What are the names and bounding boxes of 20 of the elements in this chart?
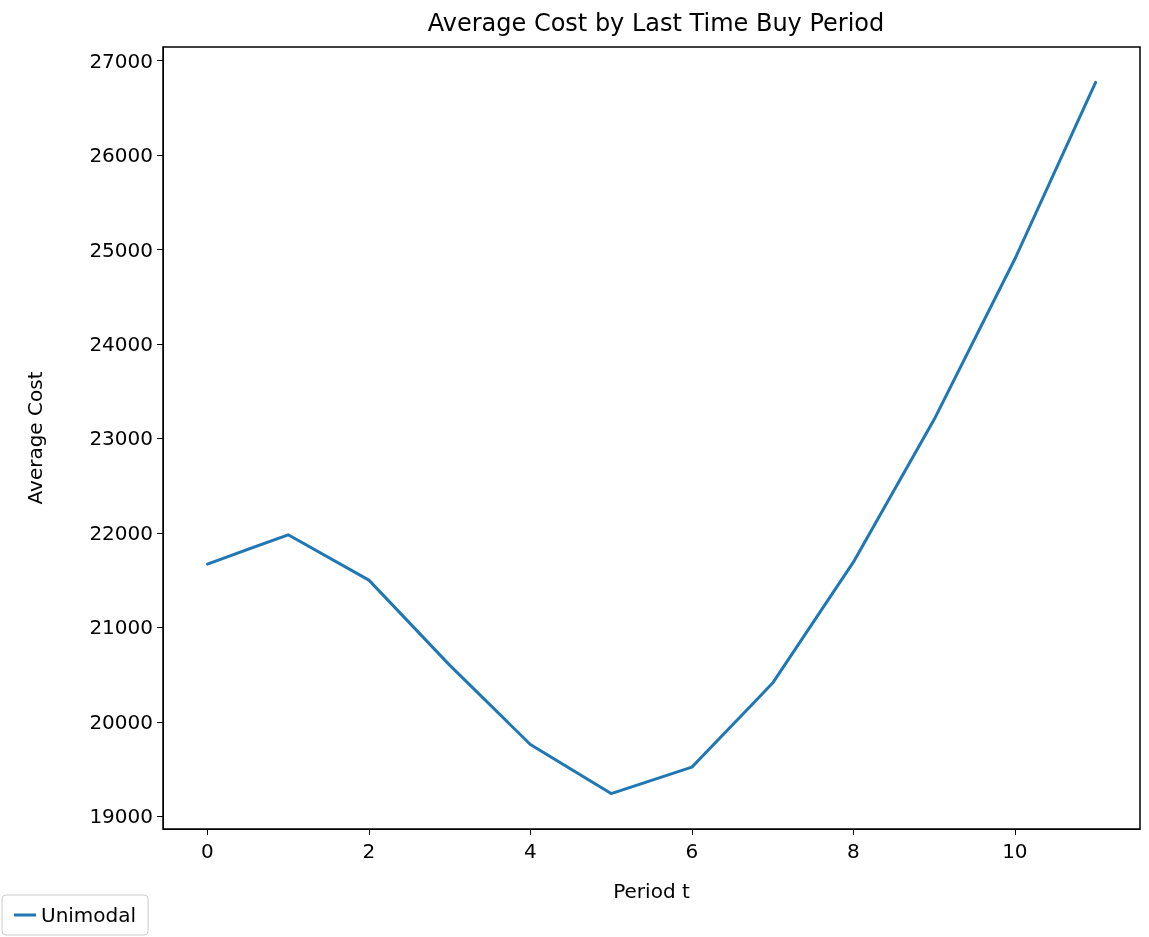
y-tick-label: 20000 [89, 709, 153, 734]
x-tick-label: 10 [1002, 839, 1028, 863]
x-tick-label: 6 [685, 839, 699, 863]
y-axis-title: Average Cost [23, 371, 47, 505]
y-tick-label: 25000 [89, 237, 153, 262]
y-tick-label: 27000 [89, 48, 153, 73]
y-tick-label: 24000 [89, 332, 153, 357]
legend-label: Unimodal [41, 903, 137, 927]
y-tick-label: 19000 [89, 804, 153, 829]
y-tick-label: 22000 [89, 520, 153, 545]
x-axis-title: Period t [613, 879, 690, 903]
x-tick-label: 2 [362, 839, 376, 863]
line-series [205, 80, 1098, 796]
chart-title: Average Cost by Last Time Buy Period [427, 9, 885, 37]
y-tick-label: 21000 [89, 615, 153, 640]
y-tick-label: 26000 [89, 143, 153, 168]
x-tick-label: 0 [201, 839, 214, 863]
x-tick-label: 8 [846, 839, 860, 863]
y-tick-label: 23000 [89, 426, 153, 451]
x-tick-label: 4 [524, 839, 537, 863]
